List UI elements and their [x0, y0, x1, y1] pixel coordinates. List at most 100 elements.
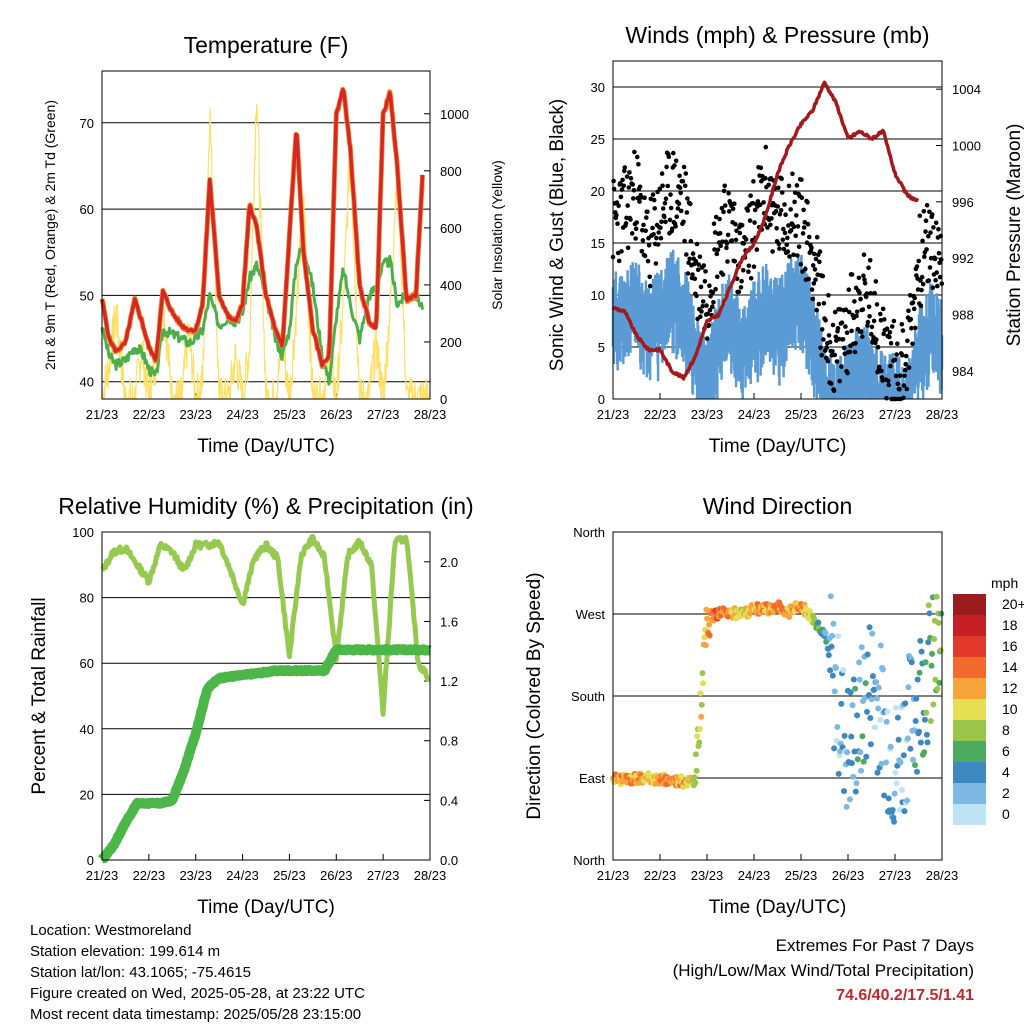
gust-point — [708, 294, 713, 299]
direction-point — [866, 624, 873, 631]
direction-point — [908, 659, 915, 666]
temperature-x-tick-label: 26/23 — [320, 407, 353, 422]
gust-point — [659, 219, 664, 225]
direction-point — [866, 692, 872, 698]
gust-point — [628, 217, 633, 222]
gust-point — [620, 177, 625, 183]
gust-point — [810, 296, 815, 302]
gust-point — [936, 227, 941, 232]
gust-point — [935, 283, 940, 289]
direction-point — [848, 760, 855, 767]
legend-label: 0 — [1002, 806, 1010, 822]
gust-point — [721, 188, 727, 194]
gust-point — [645, 258, 651, 264]
legend-label: 8 — [1002, 722, 1010, 738]
humidity-x-tick-label: 23/23 — [179, 868, 212, 883]
temperature-panel: 21/23 22/23 23/23 24/23 25/23 26/23 27/23 28/23… — [42, 32, 505, 457]
temperature-x-tick-label: 28/23 — [414, 407, 447, 422]
gust-point — [841, 345, 847, 351]
gust-point — [884, 395, 889, 401]
gust-point — [632, 149, 637, 155]
winds-panel: 21/23 22/23 23/23 24/23 25/23 26/23 27/23 28/23… — [547, 22, 1024, 457]
gust-point — [868, 291, 873, 296]
gust-point — [712, 247, 717, 252]
gust-point — [700, 299, 706, 304]
temperature-y2-tick-label: 400 — [440, 278, 462, 293]
humidity-y-label: Percent & Total Rainfall — [29, 597, 50, 794]
legend-swatch — [953, 804, 986, 825]
direction-point — [822, 630, 829, 637]
gust-point — [915, 287, 921, 292]
gust-point — [926, 233, 931, 239]
gust-point — [647, 283, 653, 289]
gust-point — [763, 175, 768, 181]
gust-point — [801, 207, 806, 213]
recent-text: Most recent data timestamp: 2025/05/28 2… — [30, 1006, 362, 1023]
humidity-panel: 21/23 22/23 23/23 24/23 25/23 26/23 27/23 28/23… — [29, 493, 474, 918]
gust-point — [737, 230, 743, 236]
gust-point — [924, 247, 929, 252]
direction-point — [696, 739, 703, 746]
gust-point — [904, 353, 909, 359]
direction-point — [815, 619, 822, 626]
gust-point — [794, 183, 800, 188]
gust-point — [894, 352, 899, 357]
gust-point — [800, 231, 806, 236]
gust-point — [733, 237, 739, 243]
gust-point — [776, 241, 782, 247]
direction-x-axis: 21/23 22/23 23/23 24/23 25/23 26/23 27/23 28/23… — [597, 854, 958, 918]
direction-point — [697, 690, 704, 697]
direction-point — [884, 708, 891, 715]
direction-x-tick-label: 26/23 — [832, 868, 865, 883]
direction-point — [825, 652, 832, 659]
gust-point — [826, 293, 831, 298]
gust-point — [611, 186, 617, 192]
gust-point — [782, 230, 788, 236]
legend-label: 4 — [1002, 764, 1010, 780]
gust-point — [888, 340, 894, 346]
direction-point — [843, 803, 850, 810]
gust-point — [685, 196, 690, 201]
direction-x-tick-label: 22/23 — [644, 868, 677, 883]
winds-x-tick-label: 27/23 — [879, 407, 912, 422]
direction-point — [869, 630, 876, 637]
direction-point — [914, 676, 921, 683]
gust-point — [640, 227, 645, 233]
gust-point — [866, 304, 872, 310]
direction-x-tick-label: 21/23 — [597, 868, 630, 883]
gust-point — [880, 306, 886, 312]
gust-point — [794, 213, 799, 218]
gust-point — [817, 259, 822, 265]
direction-point — [931, 636, 938, 643]
humidity-x-label: Time (Day/UTC) — [197, 897, 335, 918]
gust-point — [921, 209, 927, 214]
direction-point — [923, 709, 930, 716]
gust-point — [812, 267, 818, 272]
temperature-y-tick-label: 40 — [80, 375, 94, 390]
direction-point — [847, 689, 854, 696]
direction-point — [704, 615, 711, 622]
gust-point — [847, 309, 852, 315]
gust-point — [876, 364, 882, 370]
direction-point — [928, 662, 935, 669]
direction-point — [700, 680, 707, 687]
winds-y2-tick-label: 984 — [952, 364, 974, 379]
pressure-line — [611, 80, 920, 381]
gust-point — [933, 277, 938, 283]
gust-point — [805, 221, 811, 227]
gust-point — [839, 320, 845, 326]
gust-point — [741, 268, 746, 273]
gust-point — [694, 293, 699, 299]
winds-y2-label: Station Pressure (Maroon) — [1004, 124, 1024, 347]
gust-point — [861, 252, 867, 257]
temperature-border — [101, 70, 431, 400]
direction-point — [936, 679, 943, 686]
gust-point — [751, 264, 757, 270]
humidity-x-tick-label: 27/23 — [367, 868, 400, 883]
gust-point — [611, 178, 616, 184]
humidity-x-axis: 21/23 22/23 23/23 24/23 25/23 26/23 27/23 28/23… — [86, 854, 446, 918]
gust-point — [827, 339, 833, 345]
gust-point — [663, 219, 668, 225]
gust-point — [786, 223, 791, 228]
gust-point — [833, 334, 839, 340]
